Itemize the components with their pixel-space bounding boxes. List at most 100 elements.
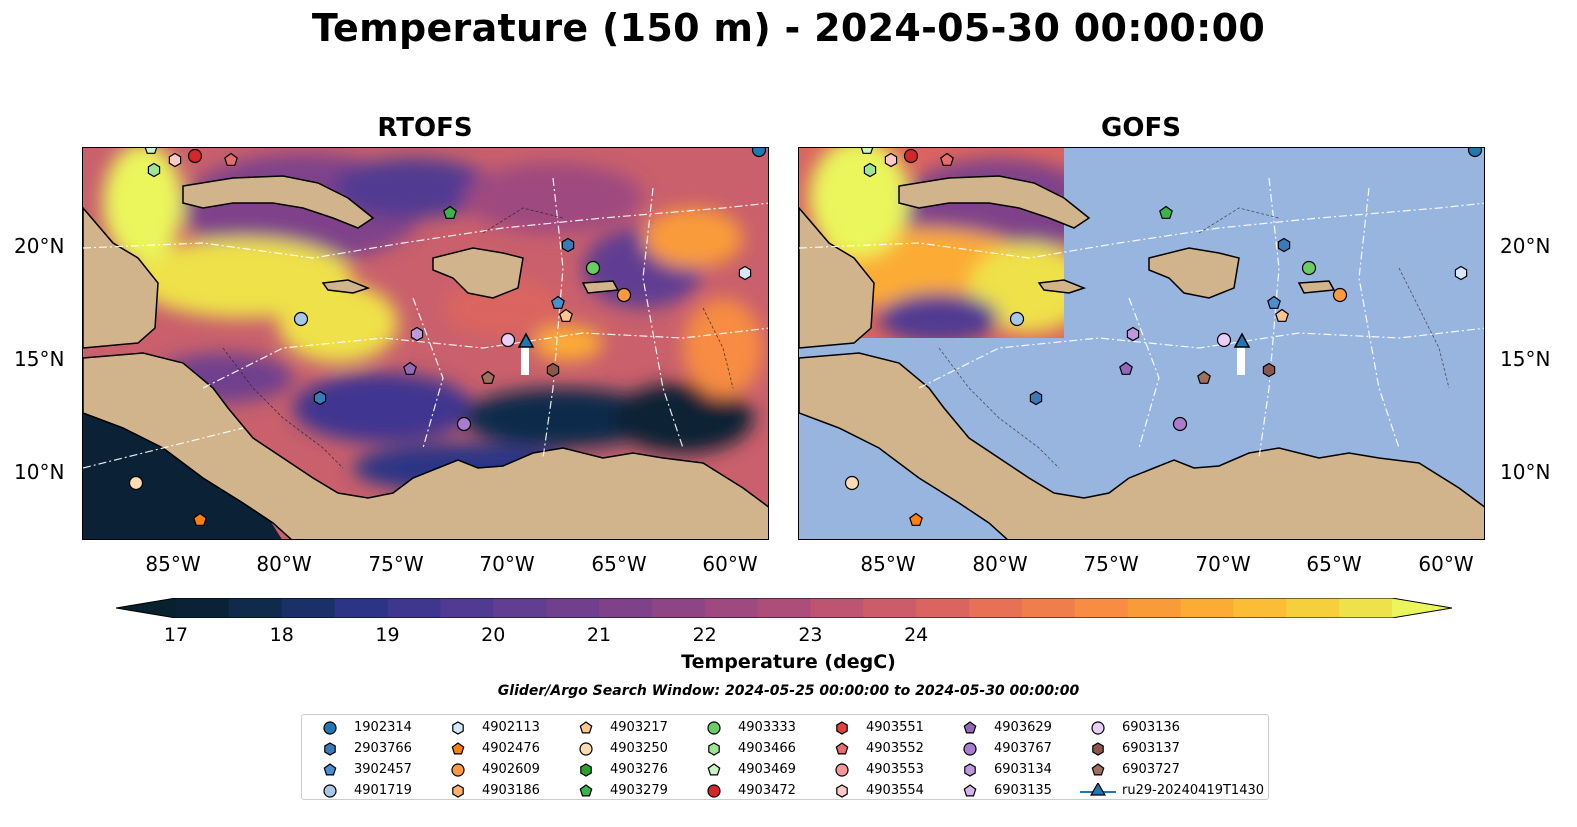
legend-marker-icon (708, 742, 720, 756)
lon-tick-gofs-60w: 60°W (1418, 552, 1474, 576)
lon-tick-gofs-70w: 70°W (1195, 552, 1251, 576)
lat-tick-right-20n: 20°N (1500, 234, 1551, 258)
lon-tick-gofs-80w: 80°W (972, 552, 1028, 576)
float-marker-4901719 (1009, 311, 1025, 327)
legend-label: 4903629 (994, 720, 1052, 735)
glider-track (517, 332, 535, 375)
lon-tick-rtofs-85w: 85°W (145, 552, 201, 576)
colorbar-segment (228, 598, 283, 618)
float-marker-4903472 (903, 148, 919, 164)
lon-tick-rtofs-75w: 75°W (368, 552, 424, 576)
gofs-markers (844, 148, 1483, 526)
colorbar-under-arrow (116, 598, 176, 618)
colorbar-segment (546, 598, 600, 618)
float-marker-2903766 (1029, 390, 1043, 406)
colorbar-segment (916, 598, 970, 618)
legend-marker-icon (323, 721, 337, 735)
lon-tick-gofs-85w: 85°W (860, 552, 916, 576)
legend-label: 4903472 (738, 783, 796, 798)
legend-marker-icon (452, 784, 464, 798)
land-masses (83, 175, 768, 539)
legend-label: 6903134 (994, 762, 1052, 777)
legend-label: 4901719 (354, 783, 412, 798)
legend-label: 3902457 (354, 762, 412, 777)
colorbar-segment (334, 598, 389, 618)
float-marker-4903333 (585, 260, 601, 276)
colorbar-segment (651, 598, 706, 618)
glider-track (1233, 332, 1251, 375)
legend-label: 4903466 (738, 741, 796, 756)
colorbar-segment (1286, 598, 1340, 618)
colorbar-segment (1074, 598, 1129, 618)
legend-marker-icon (452, 721, 464, 735)
float-marker-6903137 (546, 362, 560, 378)
legend-label: 2903766 (354, 741, 412, 756)
legend-label: 4903767 (994, 741, 1052, 756)
lon-tick-rtofs-60w: 60°W (702, 552, 758, 576)
colorbar-label: Temperature (degC) (681, 651, 896, 673)
colorbar-segment (1180, 598, 1234, 618)
colorbar-segment (493, 598, 547, 618)
float-marker-6903136 (500, 332, 516, 348)
float-marker-4903279 (443, 205, 457, 219)
float-marker-4902113 (738, 265, 752, 281)
float-marker-1902314 (751, 148, 767, 158)
search-window-caption: Glider/Argo Search Window: 2024-05-25 00… (497, 683, 1080, 699)
colorbar-segment (440, 598, 494, 618)
lat-tick-left-15n: 15°N (14, 347, 65, 371)
float-marker-4903250 (128, 475, 144, 491)
colorbar-segment (810, 598, 864, 618)
float-marker-4902609 (1332, 287, 1348, 303)
legend-marker-icon (707, 763, 721, 776)
float-marker-4901719 (293, 311, 309, 327)
legend-marker-icon (324, 742, 336, 756)
legend-label: 6903137 (1122, 741, 1180, 756)
legend-marker-icon (451, 763, 465, 777)
float-marker-4903767 (456, 416, 472, 432)
legend-label: 4903554 (866, 783, 924, 798)
legend-marker-icon (323, 784, 337, 798)
float-marker-4903466 (863, 162, 877, 178)
colorbar-tick-label: 20 (481, 624, 506, 646)
temperature-blobs (103, 148, 763, 493)
legend-marker-icon (707, 721, 721, 735)
colorbar-segment (1233, 598, 1287, 618)
legend-marker-icon (451, 742, 465, 755)
float-marker-4902609 (616, 287, 632, 303)
colorbar-segment (1127, 598, 1182, 618)
legend-label: 4903333 (738, 720, 796, 735)
lon-tick-gofs-75w: 75°W (1083, 552, 1139, 576)
float-marker-2903766 (1277, 237, 1291, 253)
colorbar-segment (1021, 598, 1076, 618)
legend-label: 4902476 (482, 741, 540, 756)
lat-tick-right-15n: 15°N (1500, 347, 1551, 371)
float-marker-4902476 (193, 512, 207, 526)
gofs-map-canvas (799, 148, 1484, 539)
colorbar-segment (387, 598, 441, 618)
rtofs-map (82, 147, 769, 540)
lon-tick-rtofs-70w: 70°W (479, 552, 535, 576)
legend-marker-icon (835, 742, 849, 755)
colorbar-tick-label: 21 (586, 624, 612, 646)
legend-marker-icon (1080, 783, 1116, 796)
colorbar-tick-label: 24 (904, 624, 929, 646)
lat-tick-left-10n: 10°N (14, 460, 65, 484)
legend-marker-icon (579, 721, 593, 734)
lat-tick-right-10n: 10°N (1500, 460, 1551, 484)
float-marker-4903629 (1119, 361, 1133, 375)
legend-marker-icon (836, 784, 848, 798)
legend-marker-icon (835, 763, 849, 777)
float-marker-6903727 (481, 370, 495, 384)
legend-label: 4903469 (738, 762, 796, 777)
float-marker-4903217 (1275, 308, 1289, 322)
legend-label: 6903727 (1122, 762, 1180, 777)
legend-marker-icon (580, 763, 592, 777)
legend-label: 4902609 (482, 762, 540, 777)
float-marker-6903136 (1216, 332, 1232, 348)
float-marker-4902476 (909, 512, 923, 526)
float-marker-4903250 (844, 475, 860, 491)
rtofs-map-canvas (83, 148, 768, 539)
eez-boundaries (83, 177, 768, 469)
float-marker-6903134 (410, 326, 424, 342)
float-marker-2903766 (561, 237, 575, 253)
